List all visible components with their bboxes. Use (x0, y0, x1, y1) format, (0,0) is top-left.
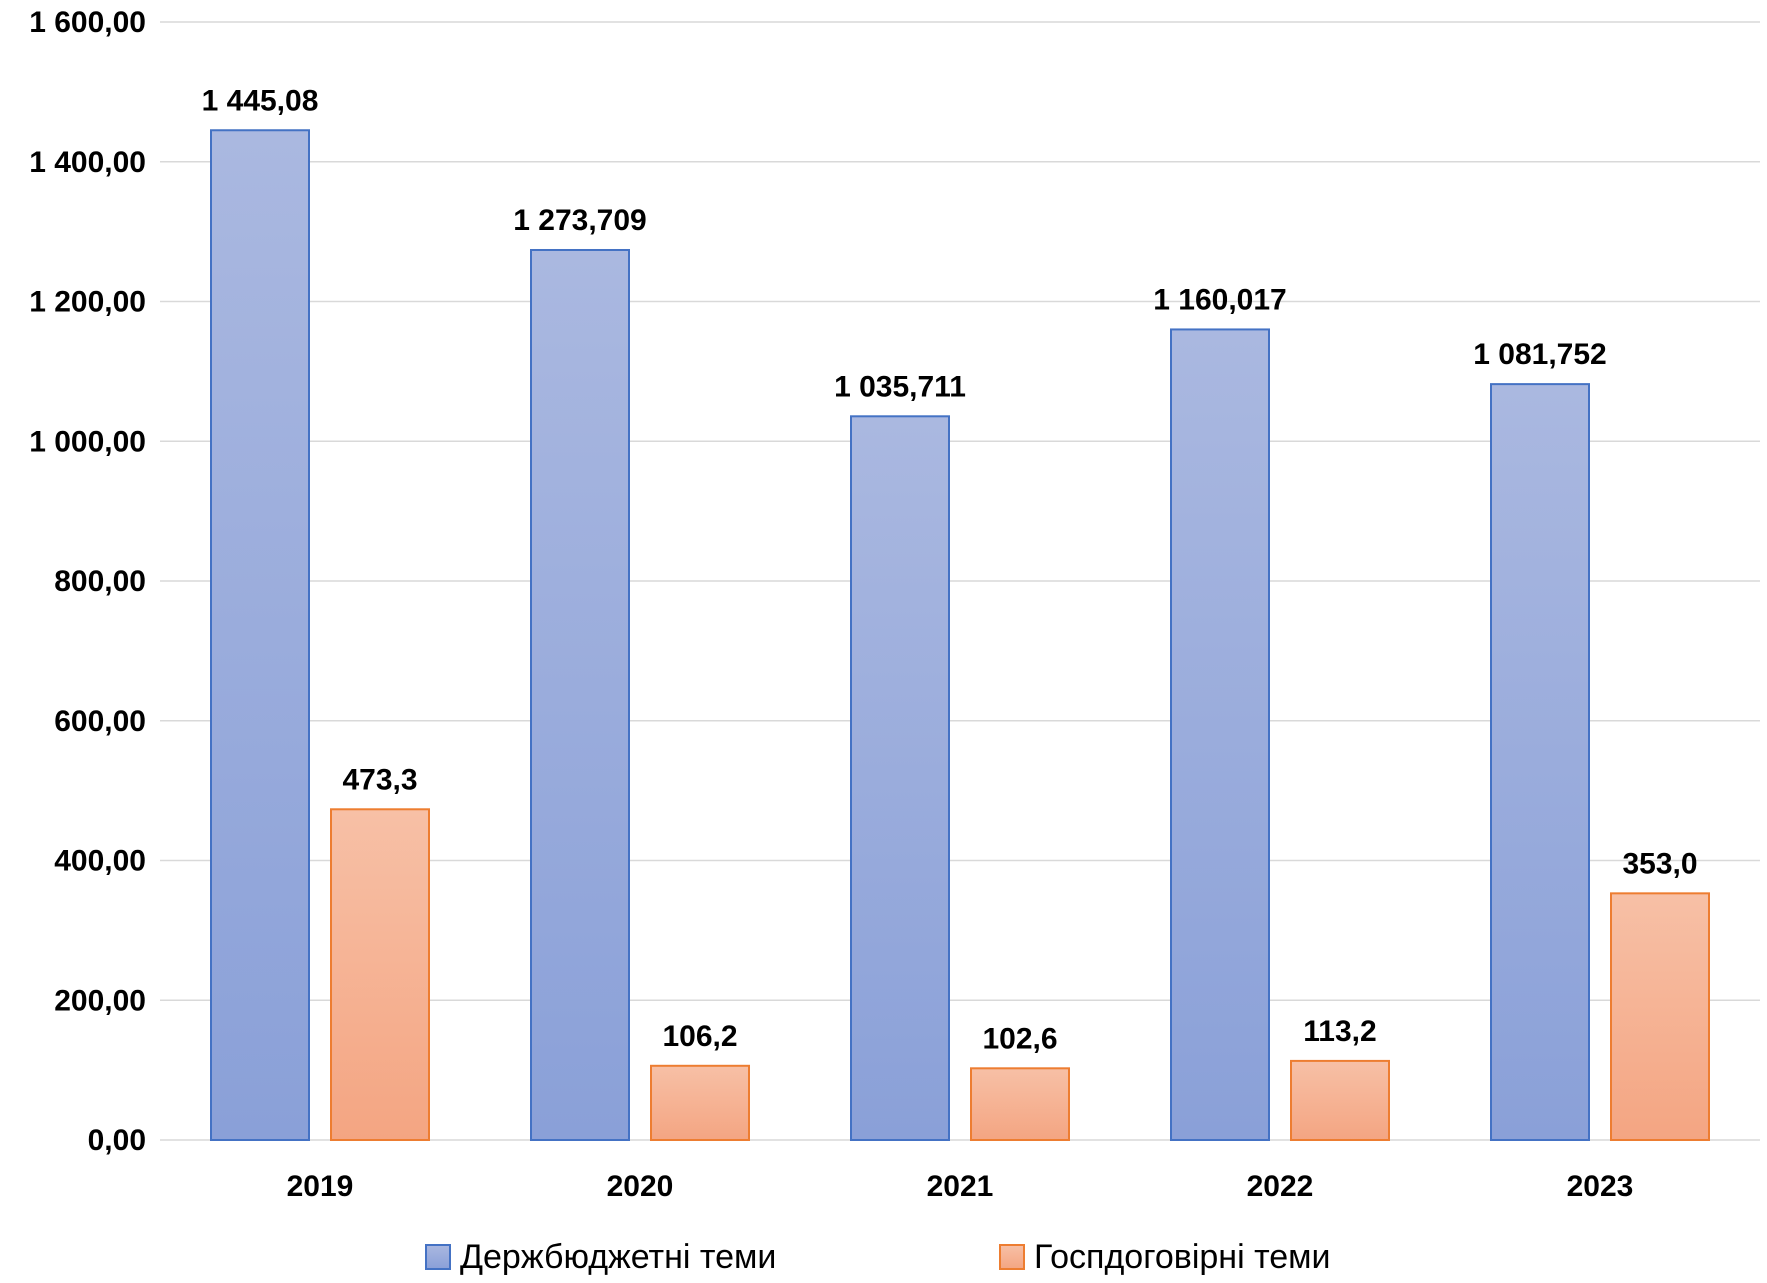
x-tick-label: 2019 (287, 1170, 354, 1203)
y-tick-label: 600,00 (54, 705, 146, 738)
data-label: 113,2 (1303, 1015, 1376, 1048)
data-label: 102,6 (982, 1022, 1057, 1055)
legend: Держбюджетні теми Госпдоговірні теми (425, 1238, 1331, 1276)
data-label: 1 081,752 (1473, 338, 1606, 371)
legend-label: Госпдоговірні теми (1034, 1238, 1331, 1276)
x-tick-label: 2021 (927, 1170, 994, 1203)
bar-state-budget-2021 (850, 415, 950, 1141)
x-tick-label: 2020 (607, 1170, 674, 1203)
y-tick-label: 1 200,00 (29, 286, 146, 319)
data-label: 473,3 (342, 763, 417, 796)
data-label: 1 273,709 (513, 204, 646, 237)
y-tick-label: 1 600,00 (29, 6, 146, 39)
data-label: 106,2 (662, 1020, 737, 1053)
y-tick-label: 1 400,00 (29, 146, 146, 179)
bar-state-budget-2023 (1490, 383, 1590, 1141)
x-tick-label: 2022 (1247, 1170, 1314, 1203)
bar-state-budget-2020 (530, 248, 630, 1141)
y-axis-tick-labels: 0,00 200,00 400,00 600,00 800,00 1 000,00 1 20… (29, 6, 146, 1157)
data-label: 1 160,017 (1153, 283, 1286, 316)
bar-state-budget-2019 (210, 129, 310, 1141)
bar-contract-2019 (330, 808, 430, 1141)
x-tick-label: 2023 (1567, 1170, 1634, 1203)
bar-contract-2021 (970, 1067, 1070, 1141)
y-tick-label: 0,00 (88, 1124, 146, 1157)
bar-contract-2023 (1610, 892, 1710, 1141)
data-labels: 1 445,08 473,3 1 273,709 106,2 1 035,711 102,… (202, 84, 1698, 1055)
y-tick-label: 200,00 (54, 984, 146, 1017)
bar-contract-2020 (650, 1064, 750, 1141)
y-tick-label: 800,00 (54, 565, 146, 598)
legend-label: Держбюджетні теми (460, 1238, 776, 1276)
bar-contract-2022 (1290, 1059, 1390, 1141)
data-label: 353,0 (1622, 847, 1697, 880)
data-label: 1 445,08 (202, 84, 319, 117)
bar-state-budget-2022 (1170, 328, 1270, 1141)
bars (210, 129, 1710, 1141)
y-tick-label: 1 000,00 (29, 425, 146, 458)
data-label: 1 035,711 (834, 370, 966, 403)
legend-swatch (999, 1244, 1025, 1270)
legend-swatch (425, 1244, 451, 1270)
y-tick-label: 400,00 (54, 845, 146, 878)
x-axis-tick-labels: 2019 2020 2021 2022 2023 (287, 1170, 1634, 1203)
